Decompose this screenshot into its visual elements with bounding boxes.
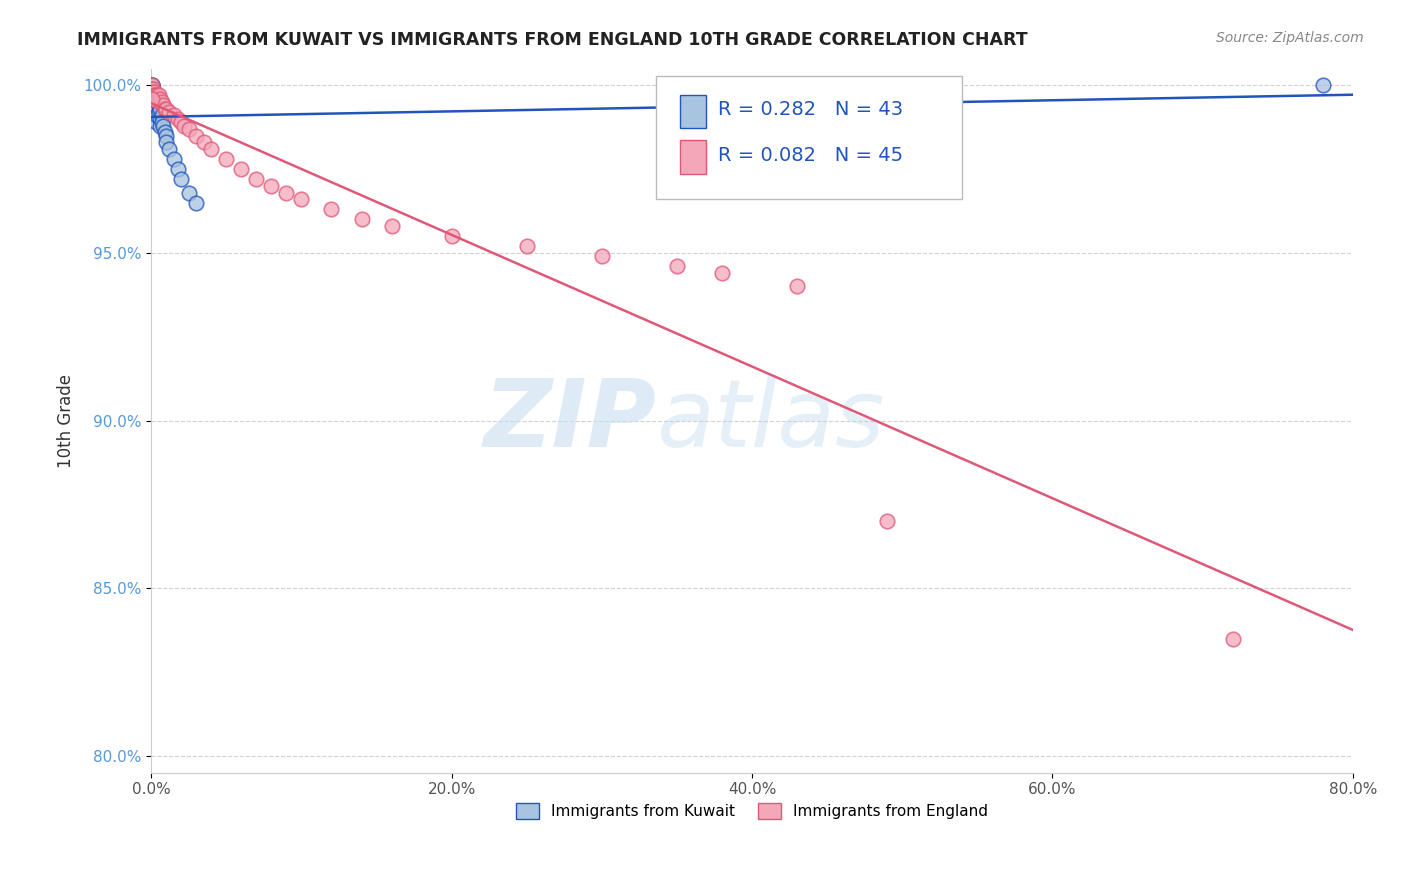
Point — [143, 88, 166, 103]
Point — [142, 81, 165, 95]
Point — [145, 115, 167, 129]
Point — [146, 95, 169, 109]
Point — [786, 279, 808, 293]
Point — [145, 92, 167, 106]
Point — [149, 102, 172, 116]
FancyBboxPatch shape — [681, 140, 706, 174]
Point — [157, 142, 180, 156]
Point — [150, 115, 173, 129]
FancyBboxPatch shape — [655, 76, 962, 199]
FancyBboxPatch shape — [681, 95, 706, 128]
Point — [876, 514, 898, 528]
Legend: Immigrants from Kuwait, Immigrants from England: Immigrants from Kuwait, Immigrants from … — [510, 797, 994, 825]
Point — [155, 128, 177, 143]
Point — [163, 152, 186, 166]
Point — [142, 102, 165, 116]
Point — [200, 142, 222, 156]
Point — [591, 249, 613, 263]
Point — [142, 95, 165, 109]
Point — [321, 202, 343, 217]
Point — [142, 85, 165, 99]
Point — [143, 98, 166, 112]
Point — [177, 121, 200, 136]
Point — [149, 119, 172, 133]
Point — [141, 81, 163, 95]
Point — [146, 92, 169, 106]
Point — [143, 92, 166, 106]
Point — [193, 136, 215, 150]
Text: R = 0.282   N = 43: R = 0.282 N = 43 — [718, 100, 904, 120]
Text: IMMIGRANTS FROM KUWAIT VS IMMIGRANTS FROM ENGLAND 10TH GRADE CORRELATION CHART: IMMIGRANTS FROM KUWAIT VS IMMIGRANTS FRO… — [77, 31, 1028, 49]
Y-axis label: 10th Grade: 10th Grade — [58, 374, 75, 467]
Point — [186, 195, 208, 210]
Point — [143, 85, 166, 99]
Point — [141, 78, 163, 93]
Point — [145, 88, 167, 103]
Point — [150, 95, 173, 109]
Point — [157, 105, 180, 120]
Point — [710, 266, 733, 280]
Point — [152, 119, 174, 133]
Text: atlas: atlas — [655, 376, 884, 467]
Point — [163, 108, 186, 122]
Point — [149, 112, 172, 126]
Point — [142, 92, 165, 106]
Point — [153, 102, 176, 116]
Point — [665, 260, 688, 274]
Point — [1222, 632, 1244, 646]
Point — [152, 98, 174, 112]
Point — [150, 108, 173, 122]
Point — [276, 186, 298, 200]
Point — [290, 192, 312, 206]
Text: ZIP: ZIP — [484, 375, 655, 467]
Point — [231, 162, 253, 177]
Point — [155, 102, 177, 116]
Point — [143, 108, 166, 122]
Point — [148, 105, 170, 120]
Point — [167, 162, 190, 177]
Point — [173, 119, 195, 133]
Point — [245, 172, 267, 186]
Point — [148, 95, 170, 109]
Point — [146, 108, 169, 122]
Point — [440, 229, 463, 244]
Text: R = 0.082   N = 45: R = 0.082 N = 45 — [718, 146, 904, 165]
Point — [145, 102, 167, 116]
Point — [142, 85, 165, 99]
Point — [142, 88, 165, 103]
Point — [146, 88, 169, 103]
Point — [177, 186, 200, 200]
Point — [141, 78, 163, 93]
Point — [1312, 78, 1334, 93]
Point — [143, 88, 166, 103]
Point — [155, 136, 177, 150]
Point — [380, 219, 402, 234]
Point — [142, 88, 165, 103]
Point — [145, 108, 167, 122]
Point — [170, 115, 193, 129]
Point — [145, 95, 167, 109]
Point — [516, 239, 538, 253]
Point — [141, 78, 163, 93]
Point — [143, 102, 166, 116]
Point — [153, 125, 176, 139]
Point — [260, 178, 283, 193]
Point — [141, 81, 163, 95]
Point — [145, 92, 167, 106]
Point — [142, 81, 165, 95]
Point — [148, 98, 170, 112]
Point — [170, 172, 193, 186]
Point — [149, 92, 172, 106]
Point — [141, 92, 163, 106]
Text: Source: ZipAtlas.com: Source: ZipAtlas.com — [1216, 31, 1364, 45]
Point — [148, 88, 170, 103]
Point — [186, 128, 208, 143]
Point — [215, 152, 238, 166]
Point — [350, 212, 373, 227]
Point — [142, 92, 165, 106]
Point — [141, 78, 163, 93]
Point — [142, 85, 165, 99]
Point — [167, 112, 190, 126]
Point — [146, 102, 169, 116]
